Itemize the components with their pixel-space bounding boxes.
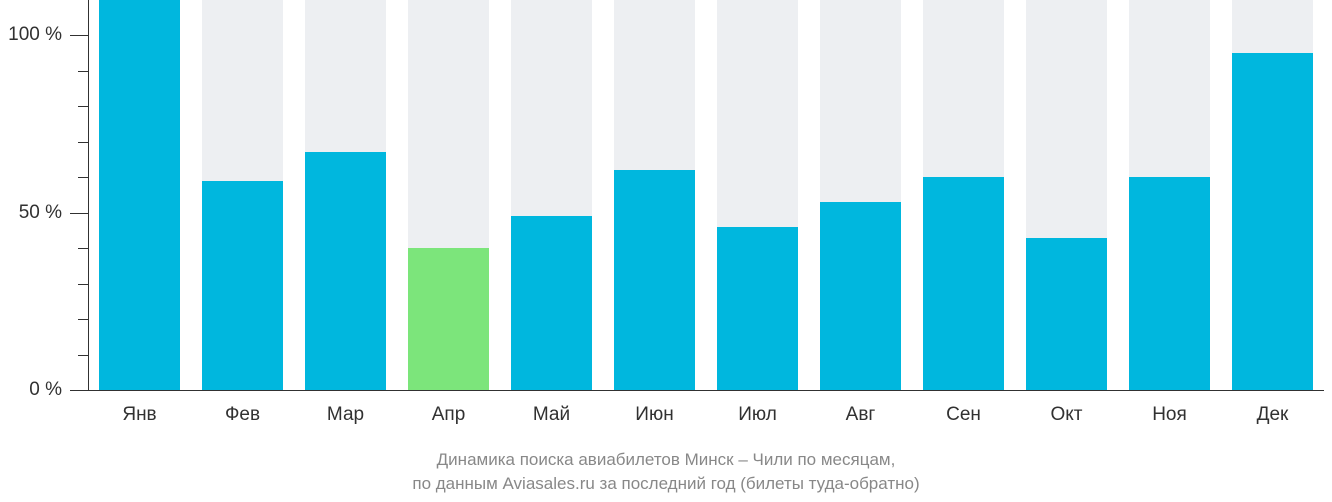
y-tick-major xyxy=(70,35,88,36)
bar-column: Янв xyxy=(88,0,191,390)
bar xyxy=(511,216,592,390)
y-tick-minor xyxy=(78,71,88,72)
bar xyxy=(1129,177,1210,390)
bar-background xyxy=(923,0,1004,177)
bar-column: Дек xyxy=(1221,0,1324,390)
y-axis-label: 100 % xyxy=(0,25,62,44)
y-tick-minor xyxy=(78,177,88,178)
x-axis-label: Июн xyxy=(603,404,706,426)
x-axis-label: Дек xyxy=(1221,404,1324,426)
bar-column: Мар xyxy=(294,0,397,390)
x-axis-label: Мар xyxy=(294,404,397,426)
y-tick-minor xyxy=(78,284,88,285)
x-axis-label: Май xyxy=(500,404,603,426)
bar xyxy=(717,227,798,390)
x-axis-label: Апр xyxy=(397,404,500,426)
bar-background xyxy=(1232,0,1313,53)
bar-column: Ноя xyxy=(1118,0,1221,390)
bar xyxy=(1026,238,1107,390)
bar-column: Июн xyxy=(603,0,706,390)
bar-background xyxy=(1129,0,1210,177)
bar xyxy=(99,0,180,390)
bar xyxy=(1232,53,1313,390)
x-axis-label: Фев xyxy=(191,404,294,426)
bar-background xyxy=(614,0,695,170)
bar xyxy=(820,202,901,390)
bar-chart: ЯнвФевМарАпрМайИюнИюлАвгСенОктНояДек 0 %… xyxy=(0,0,1332,502)
bar-background xyxy=(202,0,283,181)
y-tick-major xyxy=(70,390,88,391)
x-axis xyxy=(88,390,1324,391)
y-tick-minor xyxy=(78,106,88,107)
x-axis-label: Июл xyxy=(706,404,809,426)
y-axis xyxy=(88,0,89,390)
bar-column: Май xyxy=(500,0,603,390)
caption-line-1: Динамика поиска авиабилетов Минск – Чили… xyxy=(0,448,1332,471)
bar xyxy=(202,181,283,390)
y-axis-label: 0 % xyxy=(0,380,62,399)
y-axis-label: 50 % xyxy=(0,203,62,222)
x-axis-label: Янв xyxy=(88,404,191,426)
y-tick-minor xyxy=(78,355,88,356)
x-axis-label: Ноя xyxy=(1118,404,1221,426)
bar-background xyxy=(717,0,798,227)
bar-background xyxy=(305,0,386,152)
y-tick-minor xyxy=(78,248,88,249)
y-tick-major xyxy=(70,213,88,214)
x-axis-label: Авг xyxy=(809,404,912,426)
bar-background xyxy=(511,0,592,216)
bar-background xyxy=(1026,0,1107,238)
bar-column: Сен xyxy=(912,0,1015,390)
bar xyxy=(408,248,489,390)
bar-column: Апр xyxy=(397,0,500,390)
y-tick-minor xyxy=(78,142,88,143)
caption-line-2: по данным Aviasales.ru за последний год … xyxy=(0,472,1332,495)
y-tick-minor xyxy=(78,319,88,320)
bar-column: Окт xyxy=(1015,0,1118,390)
x-axis-label: Окт xyxy=(1015,404,1118,426)
bar-background xyxy=(820,0,901,202)
bar-column: Фев xyxy=(191,0,294,390)
bar xyxy=(614,170,695,390)
bar-column: Июл xyxy=(706,0,809,390)
bar xyxy=(305,152,386,390)
bar-column: Авг xyxy=(809,0,912,390)
bar xyxy=(923,177,1004,390)
x-axis-label: Сен xyxy=(912,404,1015,426)
plot-area: ЯнвФевМарАпрМайИюнИюлАвгСенОктНояДек xyxy=(88,0,1324,390)
bar-background xyxy=(408,0,489,248)
